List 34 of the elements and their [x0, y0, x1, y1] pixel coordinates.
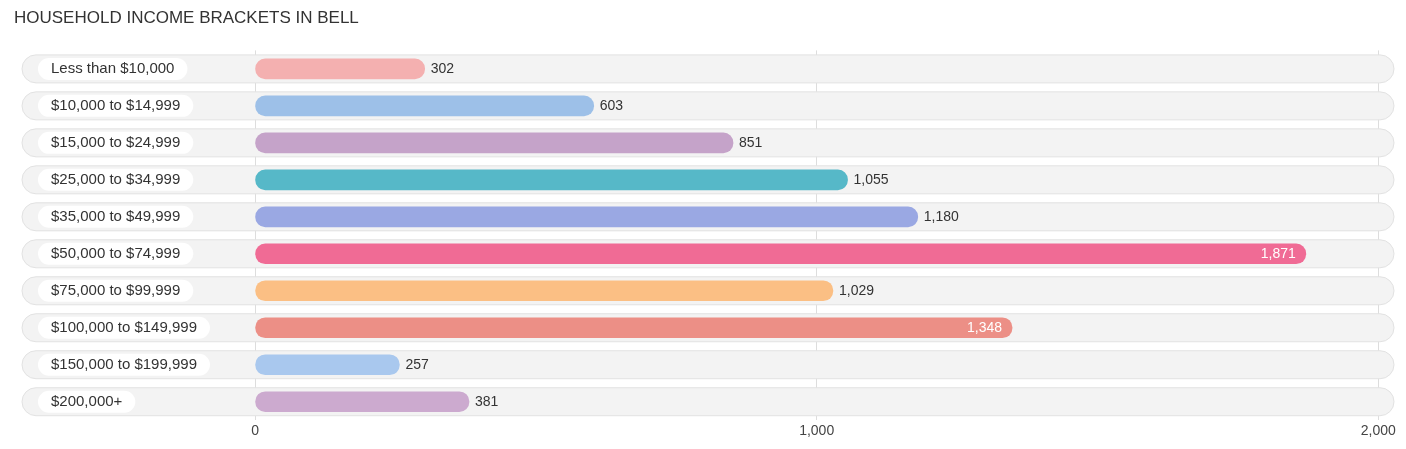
data-label: 1,871	[1260, 244, 1297, 261]
data-label: 381	[475, 392, 499, 409]
data-label: 851	[738, 133, 763, 150]
data-label: 302	[430, 59, 455, 76]
y-tick-label: $25,000 to $34,999	[51, 169, 181, 187]
chart-title: HOUSEHOLD INCOME BRACKETS IN BELL	[14, 7, 359, 27]
bar	[255, 58, 425, 80]
bar	[255, 95, 595, 117]
y-tick-label: $75,000 to $99,999	[51, 280, 181, 298]
bar	[255, 354, 400, 376]
x-tick-label: 1,000	[799, 422, 835, 439]
bar	[255, 391, 470, 413]
y-tick-label: $15,000 to $24,999	[51, 132, 181, 150]
bar	[255, 132, 734, 154]
bar	[255, 317, 1013, 339]
y-tick-label: $200,000+	[51, 391, 123, 409]
data-label: 1,348	[967, 318, 1003, 335]
y-tick-label: $50,000 to $74,999	[51, 243, 181, 261]
bar	[255, 206, 919, 228]
y-tick-label: $10,000 to $14,999	[51, 96, 181, 114]
data-label: 1,029	[838, 281, 875, 298]
bar	[255, 169, 848, 191]
y-tick-label: $35,000 to $49,999	[51, 206, 181, 224]
data-label: 603	[599, 96, 624, 113]
x-tick-label: 2,000	[1360, 422, 1396, 439]
data-label: 1,180	[923, 207, 960, 224]
x-tick-label: 0	[251, 422, 260, 439]
data-label: 257	[405, 355, 429, 372]
bar	[255, 243, 1307, 265]
bar	[255, 280, 834, 302]
data-label: 1,055	[853, 170, 889, 187]
y-tick-label: $100,000 to $149,999	[51, 317, 197, 335]
y-tick-label: Less than $10,000	[51, 59, 175, 77]
y-tick-label: $150,000 to $199,999	[51, 354, 197, 372]
